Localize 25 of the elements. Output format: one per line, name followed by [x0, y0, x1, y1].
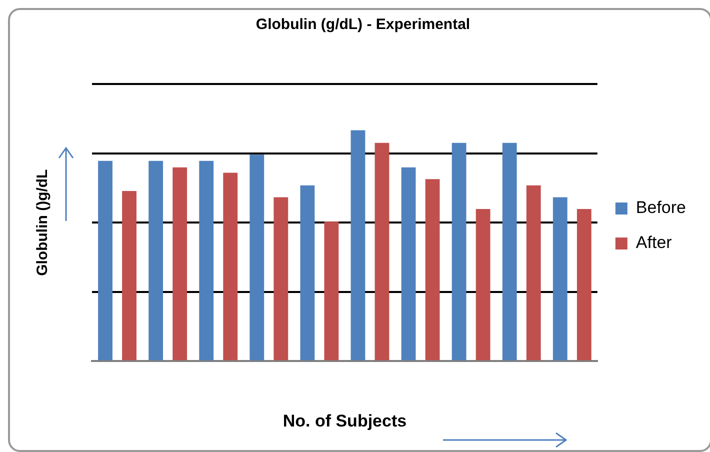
y-axis-title: Globulin ()g/dL	[34, 169, 52, 276]
chart-title: Globulin (g/dL) - Experimental	[256, 16, 470, 34]
bar	[274, 197, 288, 360]
bar	[476, 208, 490, 360]
legend-label: Before	[636, 198, 686, 218]
bar	[576, 208, 592, 360]
bar	[324, 222, 339, 360]
bar	[122, 190, 136, 360]
bar	[452, 142, 466, 360]
bar	[425, 179, 440, 360]
legend-label: After	[636, 233, 672, 252]
x-axis-title: No. of Subjects	[282, 411, 407, 430]
bar	[199, 160, 214, 360]
bar	[401, 167, 416, 360]
bar	[552, 197, 568, 360]
bar	[98, 160, 112, 360]
bar	[223, 172, 238, 360]
bar	[300, 185, 315, 360]
bar	[526, 185, 541, 360]
bar	[502, 142, 517, 360]
bar	[350, 130, 366, 360]
bar	[250, 154, 264, 360]
bar	[148, 160, 164, 360]
bar	[374, 142, 390, 360]
bar	[172, 167, 188, 360]
